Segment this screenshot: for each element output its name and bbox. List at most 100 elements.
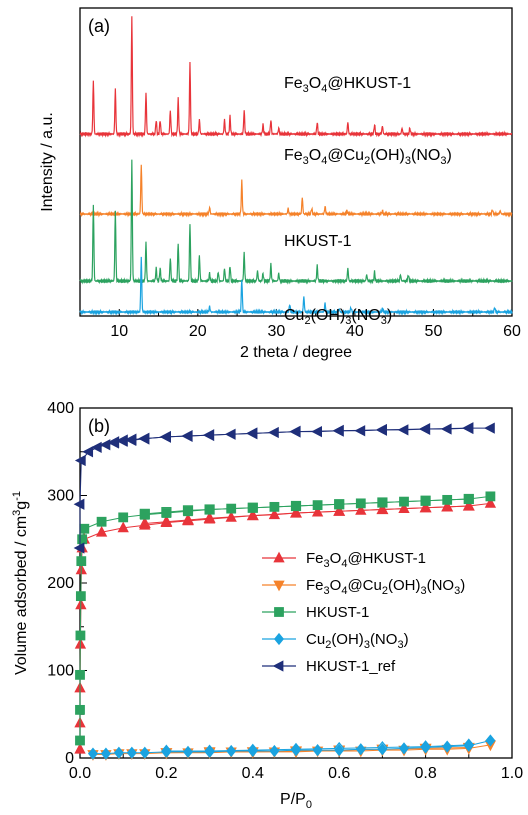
panel-b-x-tick-label: 0.8 bbox=[414, 765, 436, 782]
xrd-series-label-3: Cu2​(OH)3​(NO3​) bbox=[284, 307, 392, 327]
adsorption-point bbox=[182, 514, 194, 526]
legend-label-3: Cu2​(OH)3​(NO3​) bbox=[306, 631, 409, 651]
adsorption-point bbox=[291, 501, 301, 511]
adsorption-point bbox=[355, 743, 366, 756]
legend-swatch-marker bbox=[274, 607, 284, 617]
adsorption-point bbox=[484, 497, 497, 508]
adsorption-point bbox=[398, 742, 410, 755]
isotherm-series-0 bbox=[74, 497, 497, 754]
panel-b-x-tick-label: 0.2 bbox=[155, 765, 177, 782]
adsorption-point bbox=[311, 505, 324, 517]
adsorption-point bbox=[225, 511, 237, 522]
panel-b-y-tick-label: 100 bbox=[47, 663, 74, 680]
adsorption-point bbox=[113, 746, 124, 759]
adsorption-point bbox=[332, 425, 344, 437]
adsorption-point bbox=[161, 508, 172, 518]
adsorption-point bbox=[204, 504, 215, 515]
adsorption-point bbox=[484, 422, 495, 434]
adsorption-point bbox=[87, 747, 98, 760]
adsorption-point bbox=[268, 508, 281, 520]
adsorption-line bbox=[79, 502, 491, 750]
adsorption-point bbox=[224, 428, 236, 440]
panel-b-y-tick-label: 300 bbox=[47, 488, 74, 505]
legend-label-1: Fe3​O4​@Cu2​(OH)3​(NO3​) bbox=[306, 577, 465, 597]
panel-b-y-tick-label: 400 bbox=[47, 400, 74, 417]
legend-swatch-marker bbox=[273, 632, 285, 646]
adsorption-point bbox=[90, 441, 102, 454]
adsorption-point bbox=[377, 497, 388, 508]
adsorption-point bbox=[311, 425, 323, 438]
panel-a-y-title: Intensity / a.u. bbox=[39, 112, 56, 212]
adsorption-point bbox=[398, 502, 410, 514]
adsorption-point bbox=[226, 744, 237, 758]
adsorption-point bbox=[75, 669, 85, 680]
adsorption-point bbox=[161, 745, 172, 759]
panel-a-x-tick-label: 50 bbox=[425, 323, 443, 340]
adsorption-point bbox=[268, 426, 279, 439]
adsorption-point bbox=[226, 503, 237, 514]
panel-a-x-tick-label: 40 bbox=[346, 323, 364, 340]
adsorption-point bbox=[126, 746, 137, 759]
adsorption-point bbox=[247, 509, 259, 521]
isotherm-series-3 bbox=[87, 734, 496, 760]
xrd-series-label-1: Fe3​O4​@Cu2​(OH)3​(NO3​) bbox=[284, 147, 452, 167]
adsorption-point bbox=[399, 496, 409, 507]
adsorption-point bbox=[160, 516, 173, 528]
adsorption-point bbox=[419, 501, 432, 513]
panel-b-label: (b) bbox=[88, 416, 110, 436]
adsorption-point bbox=[75, 704, 85, 715]
adsorption-point bbox=[312, 500, 323, 511]
adsorption-point bbox=[485, 734, 496, 747]
adsorption-point bbox=[204, 745, 215, 759]
panel-b-x-tick-label: 1.0 bbox=[501, 765, 523, 782]
adsorption-point bbox=[290, 743, 302, 757]
isotherm-series-4 bbox=[73, 422, 495, 554]
adsorption-point bbox=[355, 504, 367, 515]
panel-a-series-labels: Fe3​O4​@HKUST-1 Fe3​O4​@Cu2​(OH)3​(NO3​) H… bbox=[284, 75, 452, 327]
adsorption-point bbox=[138, 432, 150, 445]
adsorption-point bbox=[76, 556, 87, 567]
adsorption-point bbox=[442, 740, 453, 753]
adsorption-point bbox=[376, 424, 387, 436]
adsorption-point bbox=[289, 425, 301, 438]
adsorption-point bbox=[139, 509, 150, 520]
adsorption-point bbox=[139, 746, 150, 759]
xrd-pattern-2 bbox=[79, 159, 513, 285]
panel-b-ticks: 0.0 0.2 0.4 0.6 0.8 1.0 0 100 200 300 400 bbox=[47, 400, 523, 782]
panel-b-x-title: P/P0​ bbox=[280, 791, 312, 811]
adsorption-point bbox=[397, 424, 409, 436]
adsorption-point bbox=[247, 744, 258, 758]
adsorption-point bbox=[79, 523, 90, 534]
panel-b-y-tick-label: 0 bbox=[65, 750, 74, 767]
adsorption-point bbox=[290, 506, 302, 518]
legend-label-4: HKUST-1_ref bbox=[306, 658, 396, 675]
adsorption-point bbox=[420, 495, 431, 506]
legend-swatch-marker bbox=[273, 580, 285, 592]
xrd-series-label-2: HKUST-1 bbox=[284, 233, 352, 250]
adsorption-point bbox=[334, 499, 345, 510]
adsorption-point bbox=[420, 741, 431, 754]
adsorption-point bbox=[160, 431, 171, 443]
adsorption-point bbox=[73, 498, 85, 510]
panel-b-data bbox=[73, 422, 497, 761]
adsorption-point bbox=[182, 745, 194, 759]
legend-label-0: Fe3​O4​@HKUST-1 bbox=[306, 550, 426, 570]
legend-swatch-marker bbox=[273, 551, 285, 563]
adsorption-point bbox=[95, 525, 108, 537]
adsorption-point bbox=[334, 743, 345, 757]
panel-a-frame bbox=[79, 7, 513, 317]
adsorption-point bbox=[183, 506, 193, 517]
adsorption-line bbox=[79, 427, 491, 548]
adsorption-point bbox=[246, 427, 258, 440]
panel-a-x-tick-label: 60 bbox=[503, 323, 521, 340]
adsorption-point bbox=[462, 422, 474, 434]
adsorption-point bbox=[203, 512, 216, 524]
panel-b-x-tick-label: 0.0 bbox=[69, 765, 91, 782]
panel-a-x-tick-label: 20 bbox=[189, 323, 207, 340]
adsorption-point bbox=[77, 534, 88, 545]
adsorption-point bbox=[74, 454, 86, 467]
adsorption-point bbox=[82, 446, 94, 458]
adsorption-point bbox=[463, 494, 474, 504]
